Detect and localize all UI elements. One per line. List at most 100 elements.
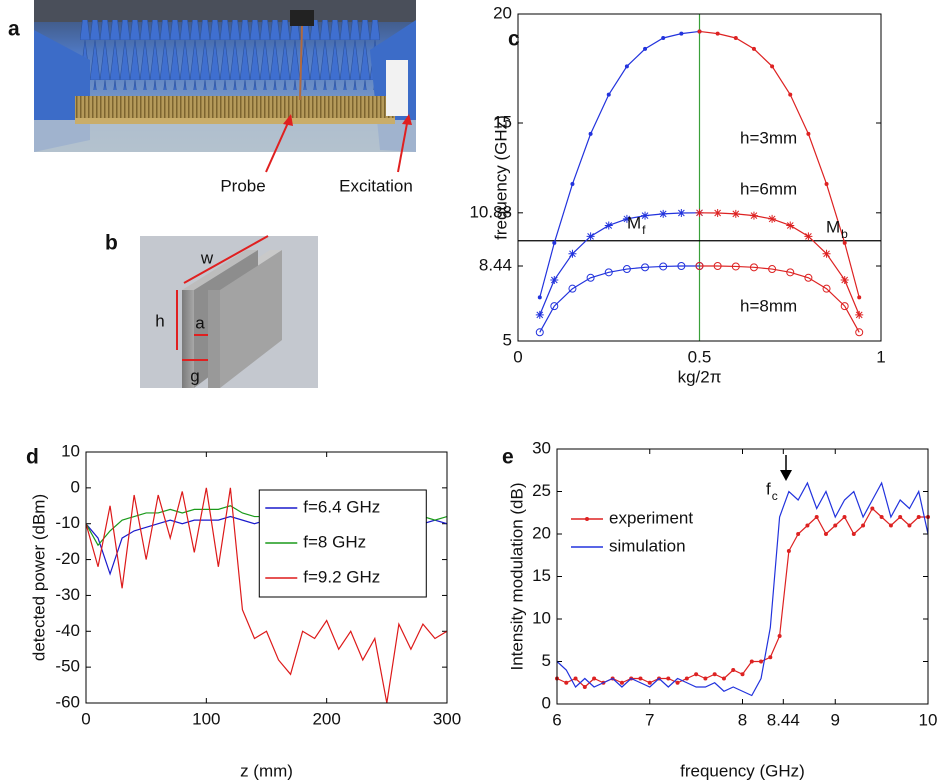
marker <box>855 310 864 319</box>
marker <box>604 268 613 277</box>
y-tick-label: -40 <box>55 621 80 640</box>
marker <box>659 209 668 218</box>
marker <box>647 680 652 685</box>
y-axis-label: frequency (GHz) <box>491 115 510 240</box>
panel-label: a <box>8 18 20 41</box>
arrow-head <box>402 114 412 125</box>
y-tick-label: 10.88 <box>469 202 512 221</box>
marker <box>638 676 643 681</box>
legend-marker <box>585 517 589 521</box>
marker <box>550 275 559 284</box>
annotation: h=6mm <box>740 179 797 198</box>
marker <box>898 515 903 519</box>
plot <box>517 13 882 342</box>
marker <box>568 249 577 258</box>
arrow-head <box>283 114 293 126</box>
marker <box>713 209 722 218</box>
y-tick-label: -60 <box>55 692 80 711</box>
marker <box>733 35 738 40</box>
y-axis-label: detected power (dBm) <box>29 494 48 661</box>
marker <box>740 672 745 677</box>
legend-label: simulation <box>609 536 686 555</box>
y-axis-label: Intensity modulation (dB) <box>507 482 526 670</box>
marker <box>822 284 831 293</box>
legend-label: f=6.4 GHz <box>303 497 380 516</box>
marker <box>697 29 702 34</box>
x-tick-label: 9 <box>831 710 840 729</box>
y-tick-label: -10 <box>55 513 80 532</box>
y-tick-label: 20 <box>493 3 512 22</box>
x-tick-label: 100 <box>192 709 220 728</box>
marker <box>643 46 648 51</box>
arrow-head <box>780 470 792 481</box>
marker <box>535 328 544 337</box>
marker <box>804 273 813 282</box>
marker <box>786 221 795 230</box>
marker <box>806 131 811 136</box>
marker <box>619 680 624 685</box>
marker <box>684 676 689 681</box>
marker <box>870 506 875 511</box>
marker <box>824 182 829 187</box>
marker <box>582 685 587 689</box>
x-tick-label: 8 <box>738 710 747 729</box>
marker <box>695 262 704 271</box>
marker <box>694 672 699 677</box>
marker <box>573 676 578 681</box>
marker <box>879 515 884 519</box>
marker <box>679 31 684 36</box>
x-tick-label: 8.44 <box>767 710 800 729</box>
y-tick-label: 15 <box>532 566 551 585</box>
plot-frame <box>85 451 448 704</box>
x-tick-label: 0 <box>513 347 522 366</box>
marker <box>777 634 782 638</box>
plot-frame <box>556 448 929 705</box>
x-tick-label: 300 <box>433 709 461 728</box>
marker <box>703 676 708 681</box>
dimension-label: h <box>155 311 164 330</box>
schematic <box>140 236 318 388</box>
y-tick-label: 15 <box>493 112 512 131</box>
dimension-label: a <box>195 313 205 332</box>
marker <box>677 262 686 271</box>
x-tick-label: 6 <box>552 710 561 729</box>
marker <box>857 295 862 300</box>
marker <box>661 35 666 40</box>
annotation: h=8mm <box>740 296 797 315</box>
marker <box>796 532 801 536</box>
series-line <box>556 481 929 697</box>
callout-arrow <box>397 117 409 173</box>
marker <box>641 211 650 220</box>
dimension-label: g <box>190 366 199 385</box>
marker <box>622 265 631 274</box>
series-line <box>699 30 860 298</box>
marker <box>855 328 864 337</box>
panel-label: d <box>26 446 39 469</box>
marker <box>588 131 593 136</box>
marker <box>604 221 613 230</box>
y-tick-label: 0 <box>71 477 80 496</box>
annotation-subscript: f <box>642 223 646 237</box>
marker <box>749 263 758 272</box>
marker <box>586 273 595 282</box>
marker <box>804 232 813 241</box>
annotation: h=3mm <box>740 128 797 147</box>
marker <box>624 64 629 69</box>
marker <box>907 523 912 528</box>
y-tick-label: 5 <box>542 651 551 670</box>
series-line <box>539 212 700 316</box>
panel-label: e <box>502 446 514 469</box>
x-axis-label: frequency (GHz) <box>680 761 805 780</box>
marker <box>749 211 758 220</box>
annotation-subscript: c <box>772 489 778 503</box>
marker <box>715 31 720 36</box>
marker <box>768 214 777 223</box>
marker <box>768 265 777 274</box>
marker <box>749 659 754 664</box>
series-line <box>556 507 928 688</box>
x-tick-label: 1 <box>876 347 885 366</box>
legend-label: f=9.2 GHz <box>303 567 380 586</box>
marker <box>659 262 668 271</box>
x-axis-label: z (mm) <box>240 761 293 780</box>
